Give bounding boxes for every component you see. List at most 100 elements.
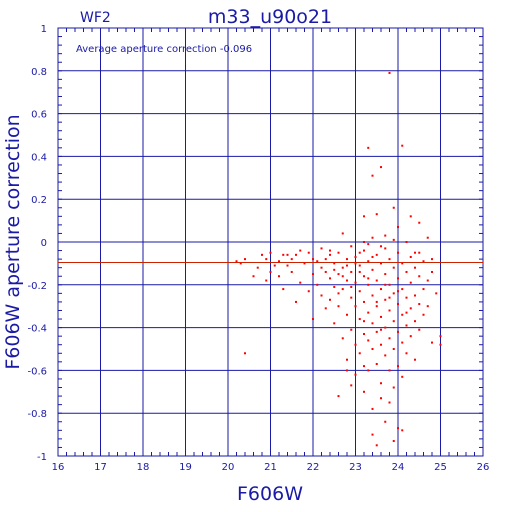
y-tick-label: 0 bbox=[41, 238, 47, 249]
data-point bbox=[299, 281, 302, 284]
chip-label: WF2 bbox=[80, 10, 111, 26]
y-axis-label: F606W aperture correction bbox=[2, 114, 24, 369]
data-point bbox=[320, 247, 323, 250]
data-point bbox=[422, 313, 425, 316]
data-point bbox=[282, 253, 285, 256]
data-point bbox=[397, 427, 399, 430]
data-point bbox=[405, 352, 408, 355]
data-point bbox=[384, 234, 387, 237]
data-point bbox=[388, 258, 391, 261]
data-point bbox=[384, 298, 387, 301]
data-point bbox=[350, 285, 353, 288]
data-point bbox=[354, 343, 357, 346]
y-tick-label: 0.6 bbox=[31, 110, 47, 121]
data-point bbox=[363, 300, 365, 303]
data-point bbox=[422, 288, 425, 291]
data-point bbox=[278, 260, 280, 263]
data-point bbox=[392, 440, 395, 443]
data-point bbox=[363, 275, 365, 278]
y-tick-label: -0.2 bbox=[27, 281, 47, 292]
data-point bbox=[405, 311, 408, 314]
data-point bbox=[341, 266, 344, 269]
data-point bbox=[384, 326, 387, 329]
y-tick-label: -1 bbox=[37, 452, 47, 463]
data-point bbox=[312, 258, 314, 261]
x-tick-labels: 16 17 18 19 20 21 22 23 24 25 26 bbox=[52, 462, 490, 473]
data-point bbox=[367, 369, 370, 372]
data-point bbox=[371, 268, 374, 271]
data-point bbox=[401, 375, 404, 378]
data-point bbox=[426, 236, 429, 239]
data-point bbox=[337, 395, 340, 398]
data-point bbox=[384, 283, 387, 286]
y-tick-label: 1 bbox=[41, 24, 47, 35]
data-point bbox=[401, 144, 404, 147]
data-point bbox=[388, 296, 391, 299]
data-point bbox=[367, 260, 370, 263]
data-point bbox=[371, 236, 374, 239]
data-point bbox=[371, 174, 374, 177]
data-point bbox=[324, 270, 327, 273]
data-point bbox=[418, 275, 421, 278]
data-point bbox=[312, 273, 314, 276]
data-point bbox=[388, 71, 391, 74]
data-point bbox=[320, 294, 323, 297]
data-point bbox=[439, 343, 442, 346]
x-tick-label: 17 bbox=[94, 462, 107, 473]
data-point bbox=[380, 397, 382, 400]
data-point bbox=[367, 146, 370, 149]
data-point bbox=[337, 273, 340, 276]
data-point bbox=[367, 243, 370, 246]
data-point bbox=[405, 241, 408, 243]
data-point bbox=[239, 262, 242, 265]
data-point bbox=[329, 298, 331, 301]
data-point bbox=[354, 255, 357, 258]
data-point bbox=[333, 322, 336, 325]
data-point bbox=[346, 258, 348, 261]
y-tick-label: 0.2 bbox=[31, 195, 47, 206]
x-tick-label: 23 bbox=[349, 462, 362, 473]
data-point bbox=[358, 270, 361, 273]
data-point bbox=[392, 320, 395, 323]
data-point bbox=[384, 420, 387, 423]
data-point bbox=[409, 307, 412, 310]
data-point bbox=[435, 292, 438, 295]
data-point bbox=[354, 281, 357, 284]
data-point bbox=[354, 305, 357, 308]
data-point bbox=[290, 270, 293, 273]
data-point bbox=[252, 275, 255, 278]
chart-title: m33_u90o21 bbox=[208, 6, 332, 28]
data-point bbox=[380, 315, 382, 318]
data-point bbox=[388, 283, 391, 286]
data-point bbox=[401, 341, 404, 344]
data-point bbox=[346, 264, 348, 267]
data-point bbox=[363, 249, 365, 252]
data-point bbox=[320, 266, 323, 269]
data-point bbox=[388, 337, 391, 340]
x-tick-label: 18 bbox=[137, 462, 150, 473]
data-point bbox=[405, 324, 408, 327]
data-point bbox=[358, 264, 361, 267]
data-point bbox=[392, 206, 395, 209]
data-point bbox=[307, 290, 310, 293]
data-point bbox=[295, 300, 297, 303]
y-tick-label: -0.8 bbox=[27, 409, 47, 420]
data-point bbox=[384, 354, 387, 357]
data-point bbox=[380, 343, 382, 346]
data-point bbox=[397, 330, 399, 333]
data-point bbox=[371, 255, 374, 258]
data-point bbox=[405, 270, 408, 273]
data-point bbox=[380, 382, 382, 385]
data-point bbox=[329, 249, 331, 252]
data-point bbox=[346, 358, 348, 361]
data-point bbox=[367, 311, 370, 314]
data-point bbox=[380, 262, 382, 265]
data-point bbox=[363, 215, 365, 218]
data-point bbox=[235, 260, 238, 263]
data-point bbox=[354, 373, 357, 376]
data-point bbox=[282, 288, 285, 291]
data-point bbox=[346, 279, 348, 282]
data-point bbox=[409, 215, 412, 218]
data-point bbox=[380, 328, 382, 331]
data-point bbox=[409, 281, 412, 284]
